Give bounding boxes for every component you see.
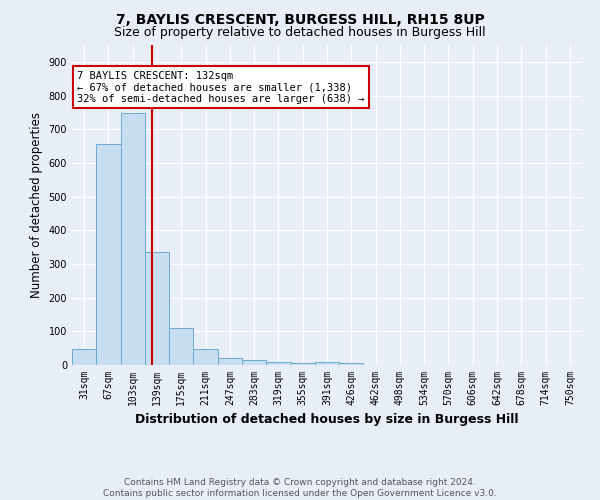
Text: Contains HM Land Registry data © Crown copyright and database right 2024.
Contai: Contains HM Land Registry data © Crown c…	[103, 478, 497, 498]
Bar	[218, 358, 242, 365]
X-axis label: Distribution of detached houses by size in Burgess Hill: Distribution of detached houses by size …	[135, 414, 519, 426]
Bar	[145, 252, 169, 365]
Bar	[169, 328, 193, 365]
Bar	[193, 349, 218, 365]
Bar	[96, 144, 121, 365]
Text: 7, BAYLIS CRESCENT, BURGESS HILL, RH15 8UP: 7, BAYLIS CRESCENT, BURGESS HILL, RH15 8…	[116, 12, 484, 26]
Bar	[339, 364, 364, 365]
Bar	[266, 362, 290, 365]
Bar	[315, 362, 339, 365]
Bar	[242, 360, 266, 365]
Bar	[290, 364, 315, 365]
Y-axis label: Number of detached properties: Number of detached properties	[30, 112, 43, 298]
Bar	[121, 113, 145, 365]
Text: Size of property relative to detached houses in Burgess Hill: Size of property relative to detached ho…	[114, 26, 486, 39]
Bar	[72, 349, 96, 365]
Text: 7 BAYLIS CRESCENT: 132sqm
← 67% of detached houses are smaller (1,338)
32% of se: 7 BAYLIS CRESCENT: 132sqm ← 67% of detac…	[77, 70, 365, 104]
